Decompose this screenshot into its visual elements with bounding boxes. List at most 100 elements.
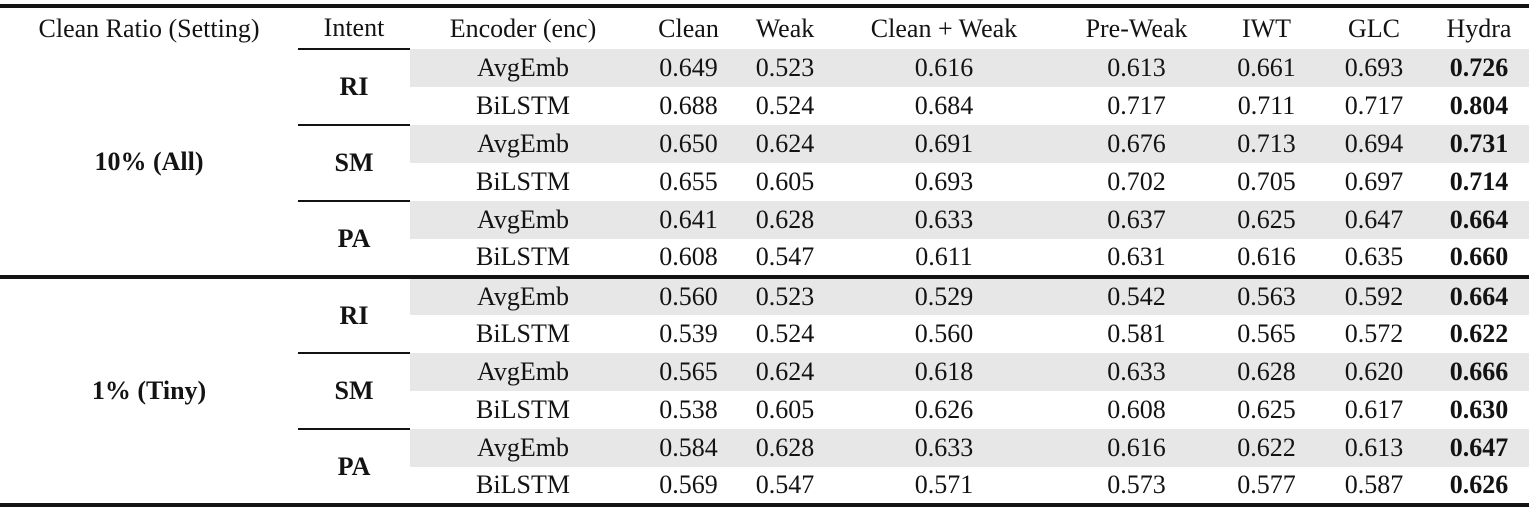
col-header-encoder: Encoder (enc): [449, 13, 597, 43]
col-header-weak: Weak: [755, 13, 815, 43]
table-row: BiLSTM 0.569 0.547 0.571 0.573 0.577 0.5…: [0, 467, 1529, 505]
results-table: Clean Ratio (Setting) Intent Encoder (en…: [0, 4, 1529, 507]
cell-clean: 0.538: [659, 395, 718, 424]
cell-pre-weak: 0.616: [1059, 429, 1214, 467]
cell-clean: 0.650: [636, 125, 741, 163]
cell-clean: 0.688: [659, 91, 718, 120]
cell-clean-weak: 0.529: [829, 275, 1059, 315]
cell-iwt: 0.563: [1214, 275, 1319, 315]
col-header-glc: GLC: [1348, 13, 1400, 43]
cell-weak: 0.523: [741, 275, 829, 315]
cell-clean: 0.569: [659, 470, 718, 499]
cell-hydra: 0.666: [1429, 353, 1529, 391]
cell-clean-weak: 0.611: [915, 242, 973, 271]
cell-weak: 0.524: [755, 319, 815, 348]
cell-pre-weak: 0.631: [1107, 242, 1166, 271]
cell-hydra: 0.626: [1449, 470, 1509, 499]
cell-clean-weak: 0.626: [914, 395, 974, 424]
cell-iwt: 0.565: [1237, 319, 1296, 348]
cell-weak: 0.628: [741, 201, 829, 239]
encoder-cell: BiLSTM: [476, 242, 570, 271]
cell-clean: 0.641: [636, 201, 741, 239]
cell-clean: 0.560: [636, 275, 741, 315]
cell-glc: 0.717: [1344, 91, 1404, 120]
cell-glc: 0.694: [1319, 125, 1429, 163]
encoder-cell: AvgEmb: [410, 125, 636, 163]
cell-glc: 0.620: [1319, 353, 1429, 391]
encoder-cell: BiLSTM: [476, 167, 570, 196]
encoder-cell: BiLSTM: [476, 91, 570, 120]
table-row: BiLSTM 0.688 0.524 0.684 0.717 0.711 0.7…: [0, 87, 1529, 125]
setting-cell: 1% (Tiny): [0, 275, 298, 505]
encoder-cell: AvgEmb: [410, 49, 636, 87]
cell-weak: 0.628: [741, 429, 829, 467]
cell-pre-weak: 0.542: [1059, 275, 1214, 315]
cell-glc: 0.592: [1319, 275, 1429, 315]
cell-weak: 0.605: [755, 395, 815, 424]
cell-iwt: 0.628: [1214, 353, 1319, 391]
cell-iwt: 0.713: [1214, 125, 1319, 163]
cell-pre-weak: 0.613: [1059, 49, 1214, 87]
cell-iwt: 0.577: [1237, 470, 1296, 499]
col-header-intent: Intent: [298, 6, 410, 50]
table-row: PA AvgEmb 0.584 0.628 0.633 0.616 0.622 …: [0, 429, 1529, 481]
cell-hydra: 0.660: [1449, 242, 1509, 271]
cell-iwt: 0.622: [1214, 429, 1319, 467]
cell-pre-weak: 0.573: [1107, 470, 1166, 499]
cell-iwt: 0.625: [1214, 201, 1319, 239]
cell-clean: 0.539: [659, 319, 718, 348]
cell-hydra: 0.726: [1429, 49, 1529, 87]
cell-glc: 0.572: [1344, 319, 1404, 348]
cell-glc: 0.635: [1344, 242, 1404, 271]
cell-iwt: 0.661: [1214, 49, 1319, 87]
cell-pre-weak: 0.608: [1107, 395, 1166, 424]
table-row: SM AvgEmb 0.650 0.624 0.691 0.676 0.713 …: [0, 125, 1529, 202]
cell-glc: 0.697: [1344, 167, 1404, 196]
col-header-clean: Clean: [658, 13, 719, 43]
col-header-clean-plus-weak: Clean + Weak: [870, 13, 1018, 43]
cell-clean: 0.655: [659, 167, 718, 196]
cell-clean-weak: 0.693: [914, 167, 974, 196]
intent-cell: PA: [337, 451, 371, 481]
cell-clean-weak: 0.571: [914, 470, 974, 499]
cell-clean-weak: 0.616: [829, 49, 1059, 87]
encoder-cell: BiLSTM: [476, 319, 570, 348]
table-row: BiLSTM 0.655 0.605 0.693 0.702 0.705 0.6…: [0, 163, 1529, 201]
cell-weak: 0.605: [755, 167, 815, 196]
cell-hydra: 0.630: [1449, 395, 1509, 424]
cell-glc: 0.613: [1319, 429, 1429, 467]
cell-clean: 0.584: [636, 429, 741, 467]
cell-weak: 0.624: [741, 125, 829, 163]
table-row: BiLSTM 0.538 0.605 0.626 0.608 0.625 0.6…: [0, 391, 1529, 429]
cell-glc: 0.647: [1319, 201, 1429, 239]
encoder-cell: AvgEmb: [410, 201, 636, 239]
cell-clean-weak: 0.618: [829, 353, 1059, 391]
intent-cell: RI: [298, 275, 410, 354]
cell-clean: 0.565: [636, 353, 741, 391]
cell-hydra: 0.622: [1449, 319, 1509, 348]
intent-cell: SM: [298, 353, 410, 430]
cell-pre-weak: 0.717: [1107, 91, 1166, 120]
table-row: 1% (Tiny) RI AvgEmb 0.560 0.523 0.529 0.…: [0, 275, 1529, 505]
intent-cell: PA: [337, 223, 371, 253]
cell-clean-weak: 0.560: [914, 319, 974, 348]
cell-weak: 0.547: [755, 242, 815, 271]
encoder-cell: BiLSTM: [476, 470, 570, 499]
cell-pre-weak: 0.633: [1059, 353, 1214, 391]
table-row: 10% (All) RI AvgEmb 0.649 0.523 0.616 0.…: [0, 49, 1529, 176]
cell-glc: 0.587: [1344, 470, 1404, 499]
col-header-hydra: Hydra: [1446, 13, 1512, 43]
cell-hydra: 0.664: [1429, 201, 1529, 239]
cell-clean: 0.608: [659, 242, 718, 271]
header-row: Clean Ratio (Setting) Intent Encoder (en…: [0, 6, 1529, 50]
intent-cell: RI: [298, 49, 410, 126]
cell-iwt: 0.616: [1237, 242, 1296, 271]
cell-hydra: 0.731: [1429, 125, 1529, 163]
cell-clean-weak: 0.633: [829, 201, 1059, 239]
cell-clean-weak: 0.633: [829, 429, 1059, 467]
cell-clean: 0.649: [636, 49, 741, 87]
cell-pre-weak: 0.676: [1059, 125, 1214, 163]
cell-glc: 0.693: [1319, 49, 1429, 87]
cell-hydra: 0.664: [1429, 275, 1529, 315]
cell-pre-weak: 0.637: [1059, 201, 1214, 239]
